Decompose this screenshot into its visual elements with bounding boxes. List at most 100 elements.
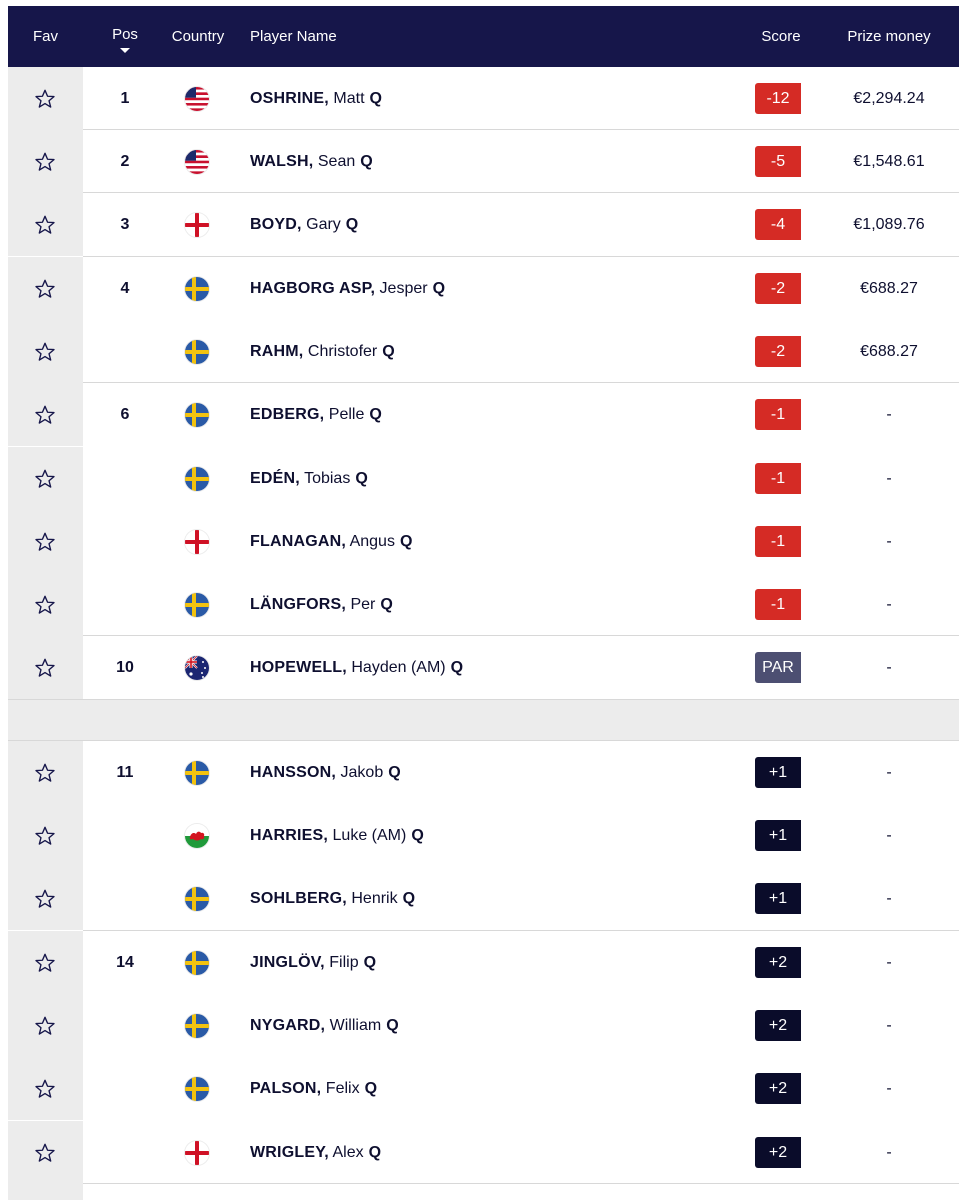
position: 4 [120, 280, 130, 297]
header-score[interactable]: Score [761, 28, 801, 45]
row-divider [83, 129, 959, 130]
prize-money: - [886, 1017, 892, 1034]
table-row[interactable]: EDÉN, Tobias Q -1 - [8, 447, 959, 510]
player-first-name: Matt [333, 90, 365, 107]
player-last-name: HANSSON, [250, 764, 337, 781]
table-row[interactable]: 4 HAGBORG ASP, Jesper Q -2 €688.27 [8, 257, 959, 320]
prize-money: - [886, 827, 892, 844]
prize-money: - [886, 659, 892, 676]
table-row[interactable]: 11 HANSSON, Jakob Q +1 - [8, 741, 959, 804]
prize-money: - [886, 406, 892, 423]
table-row[interactable]: 14 JINGLÖV, Filip Q +2 - [8, 931, 959, 994]
sweden-flag-icon [185, 951, 209, 975]
prize-money: €1,548.61 [853, 153, 925, 170]
score-badge: -5 [755, 146, 801, 177]
score-badge: -1 [755, 399, 801, 430]
table-row[interactable]: 1 OSHRINE, Matt Q -12 €2,294.24 [8, 67, 959, 130]
header-prize-money[interactable]: Prize money [847, 28, 931, 45]
row-divider [83, 1183, 959, 1184]
favorite-cell [8, 320, 83, 383]
score-badge: PAR [755, 652, 801, 683]
sweden-flag-icon [185, 887, 209, 911]
table-row[interactable]: 10 HOPEWELL, Hayden (AM) Q PAR - [8, 636, 959, 699]
player-last-name: HAGBORG ASP, [250, 280, 376, 297]
player-last-name: PALSON, [250, 1080, 322, 1097]
player-name[interactable]: NYGARD, William Q [250, 994, 399, 1057]
player-name[interactable]: HARRIES, Luke (AM) Q [250, 804, 424, 867]
score-badge: -1 [755, 463, 801, 494]
prize-money: - [886, 1080, 892, 1097]
player-first-name: Felix [325, 1080, 360, 1097]
favorite-cell [8, 741, 83, 804]
player-last-name: JINGLÖV, [250, 954, 325, 971]
player-name[interactable]: EDÉN, Tobias Q [250, 447, 368, 510]
table-row[interactable]: PALSON, Felix Q +2 - [8, 1057, 959, 1120]
table-row[interactable]: HARRIES, Luke (AM) Q +1 - [8, 804, 959, 867]
sweden-flag-icon [185, 467, 209, 491]
player-name[interactable]: WALSH, Sean Q [250, 130, 373, 193]
table-row[interactable]: 3 BOYD, Gary Q -4 €1,089.76 [8, 193, 959, 256]
favorite-cell [8, 1121, 83, 1184]
favorite-cell [8, 931, 83, 994]
header-player-name[interactable]: Player Name [250, 28, 337, 45]
header-pos[interactable]: Pos [85, 6, 165, 68]
qualifier-marker: Q [380, 596, 393, 613]
player-name[interactable]: WRIGLEY, Alex Q [250, 1121, 381, 1184]
player-name[interactable]: FLANAGAN, Angus Q [250, 510, 412, 573]
score-badge: +2 [755, 1073, 801, 1104]
table-row[interactable]: WRIGLEY, Alex Q +2 - [8, 1121, 959, 1184]
score-badge: -4 [755, 209, 801, 240]
qualifier-marker: Q [399, 533, 413, 550]
player-last-name: FLANAGAN, [250, 533, 347, 550]
england-flag-icon [185, 213, 209, 237]
table-row[interactable]: RAHM, Christofer Q -2 €688.27 [8, 320, 959, 383]
sweden-flag-icon [185, 1014, 209, 1038]
prize-money: €688.27 [860, 343, 918, 360]
position [85, 573, 165, 636]
player-name[interactable]: HAGBORG ASP, Jesper Q [250, 257, 445, 320]
row-divider [83, 192, 959, 193]
player-name[interactable]: HOPEWELL, Hayden (AM) Q [250, 636, 463, 699]
prize-money: €2,294.24 [853, 90, 925, 107]
position: 11 [116, 764, 134, 781]
sweden-flag-icon [185, 761, 209, 785]
qualifier-marker: Q [369, 90, 382, 107]
player-name[interactable]: BOYD, Gary Q [250, 193, 358, 256]
score-badge: +2 [755, 1137, 801, 1168]
player-name[interactable]: LÄNGFORS, Per Q [250, 573, 393, 636]
prize-money: - [886, 470, 892, 487]
qualifier-marker: Q [364, 1080, 378, 1097]
position [85, 994, 165, 1057]
row-divider [83, 382, 959, 383]
table-row[interactable]: FLANAGAN, Angus Q -1 - [8, 510, 959, 573]
table-row[interactable]: LÄNGFORS, Per Q -1 - [8, 573, 959, 636]
player-first-name: Jakob [340, 764, 384, 781]
table-row[interactable]: SOHLBERG, Henrik Q +1 - [8, 867, 959, 930]
qualifier-marker: Q [402, 890, 416, 907]
score-badge: +2 [755, 1010, 801, 1041]
player-name[interactable]: EDBERG, Pelle Q [250, 383, 382, 446]
player-name[interactable]: OSHRINE, Matt Q [250, 67, 382, 130]
table-row[interactable]: NYGARD, William Q +2 - [8, 994, 959, 1057]
header-country[interactable]: Country [171, 28, 225, 45]
player-name[interactable]: SOHLBERG, Henrik Q [250, 867, 415, 930]
player-name[interactable]: PALSON, Felix Q [250, 1057, 377, 1120]
table-row[interactable]: 2 WALSH, Sean Q -5 €1,548.61 [8, 130, 959, 193]
favorite-cell [8, 383, 83, 446]
favorite-cell [8, 257, 83, 320]
player-last-name: SOHLBERG, [250, 890, 347, 907]
player-name[interactable]: JINGLÖV, Filip Q [250, 931, 376, 994]
row-divider [83, 635, 959, 636]
sweden-flag-icon [185, 593, 209, 617]
wales-flag-icon [185, 824, 209, 848]
player-last-name: HOPEWELL, [250, 659, 347, 676]
table-row[interactable]: 6 EDBERG, Pelle Q -1 - [8, 383, 959, 446]
header-fav[interactable]: Fav [32, 28, 58, 45]
favorite-cell [8, 1057, 83, 1120]
player-name[interactable]: HANSSON, Jakob Q [250, 741, 401, 804]
player-first-name: Filip [329, 954, 359, 971]
prize-money: - [886, 890, 892, 907]
player-name[interactable]: RAHM, Christofer Q [250, 320, 395, 383]
prize-money: €1,089.76 [853, 216, 925, 233]
sweden-flag-icon [185, 403, 209, 427]
